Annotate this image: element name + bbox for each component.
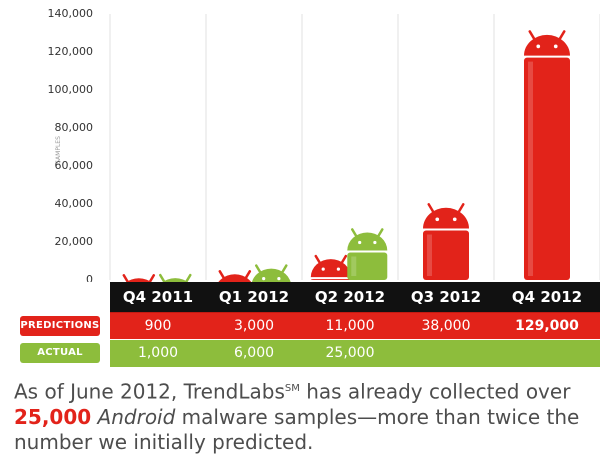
quarter-label-q4-2012: Q4 2012 <box>511 288 583 306</box>
service-mark: SM <box>284 383 300 394</box>
caption-text: As of June 2012, TrendLabs <box>14 379 285 404</box>
actual-bar-2 <box>347 228 388 280</box>
caption-line-2: 25,000 Android malware samples—more than… <box>14 405 594 430</box>
y-axis-label: SAMPLES <box>55 136 62 164</box>
prediction-bar-2 <box>310 254 351 280</box>
android-malware-chart: 0 20,000 40,000 60,000 80,000 100,000 120,000 1… <box>48 7 600 282</box>
actual-value: 6,000 <box>233 345 275 361</box>
caption-line-1: As of June 2012, TrendLabsSM has already… <box>14 376 594 405</box>
prediction-bar-0 <box>122 274 156 282</box>
prediction-value: 11,000 <box>325 318 375 334</box>
y-tick-label: 40,000 <box>55 197 94 210</box>
chart-grid <box>109 14 600 280</box>
y-tick-label: 80,000 <box>55 121 94 134</box>
predictions-label: PREDICTIONS <box>20 316 100 336</box>
actual-label: ACTUAL <box>20 343 100 363</box>
prediction-value: 3,000 <box>233 318 275 334</box>
caption-highlight: 25,000 <box>14 404 92 429</box>
quarter-label-q3-2012: Q3 2012 <box>410 288 482 306</box>
caption-line-3: number we initially predicted. <box>14 429 314 454</box>
prediction-value: 38,000 <box>421 318 471 334</box>
caption: As of June 2012, TrendLabsSM has already… <box>14 376 594 455</box>
caption-text: has already collected over <box>299 379 571 404</box>
prediction-bar-4 <box>524 30 570 280</box>
y-axis: 0 20,000 40,000 60,000 80,000 100,000 120,000 1… <box>48 7 94 282</box>
actual-value: 1,000 <box>137 345 179 361</box>
y-tick-label: 140,000 <box>48 7 94 20</box>
y-tick-label: 60,000 <box>55 159 94 172</box>
prediction-bar-1 <box>218 270 252 282</box>
predictions-row: PREDICTIONS 900 3,000 11,000 38,000 129,… <box>0 312 600 340</box>
y-tick-label: 120,000 <box>48 45 94 58</box>
prediction-value: 900 <box>144 318 172 334</box>
y-tick-label: 0 <box>86 273 93 282</box>
quarter-row: Q4 2011 Q1 2012 Q2 2012 Q3 2012 Q4 2012 <box>110 282 600 312</box>
prediction-bar-3 <box>423 203 469 280</box>
actual-row: ACTUAL 1,000 6,000 25,000 <box>0 339 600 367</box>
bars <box>122 30 570 282</box>
actual-value: 25,000 <box>325 345 375 361</box>
caption-text: malware samples—more than twice the <box>175 404 580 429</box>
caption-italic: Android <box>97 404 176 429</box>
actual-bar-1 <box>252 264 291 282</box>
predictions-band: 900 3,000 11,000 38,000 129,000 <box>110 312 600 340</box>
quarter-label-q2-2012: Q2 2012 <box>314 288 386 306</box>
actual-band: 1,000 6,000 25,000 <box>110 339 600 367</box>
quarter-label-q4-2011: Q4 2011 <box>122 288 194 306</box>
y-tick-label: 100,000 <box>48 83 94 96</box>
quarter-label-q1-2012: Q1 2012 <box>218 288 290 306</box>
prediction-value: 129,000 <box>515 318 579 334</box>
actual-value <box>494 340 600 367</box>
actual-bar-0 <box>159 273 192 282</box>
actual-value <box>398 340 494 367</box>
y-tick-label: 20,000 <box>55 235 94 248</box>
